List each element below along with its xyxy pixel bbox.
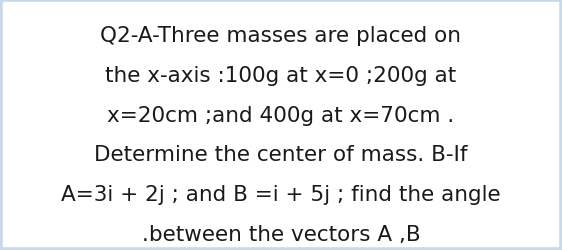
- Text: the x-axis :100g at x=0 ;200g at: the x-axis :100g at x=0 ;200g at: [106, 66, 456, 86]
- Text: Q2-A-Three masses are placed on: Q2-A-Three masses are placed on: [101, 26, 461, 46]
- Text: x=20cm ;and 400g at x=70cm .: x=20cm ;and 400g at x=70cm .: [107, 105, 455, 125]
- Text: A=3i + 2j ; and B =i + 5j ; find the angle: A=3i + 2j ; and B =i + 5j ; find the ang…: [61, 184, 501, 204]
- Text: .between the vectors A ,B: .between the vectors A ,B: [142, 224, 420, 244]
- Text: Determine the center of mass. B-If: Determine the center of mass. B-If: [94, 145, 468, 165]
